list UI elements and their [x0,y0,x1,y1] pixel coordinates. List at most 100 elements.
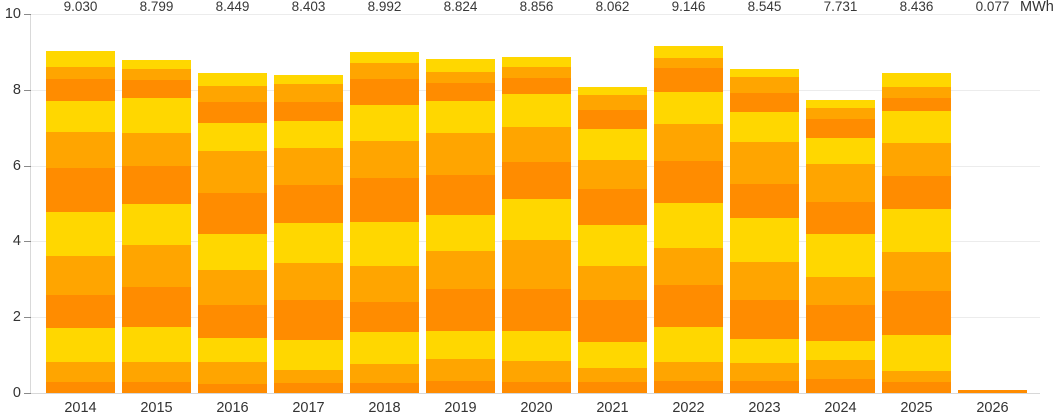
stacked-bar-2024[interactable] [806,99,875,393]
bar-segment[interactable] [46,255,115,296]
bar-segment[interactable] [198,233,267,270]
bar-segment[interactable] [806,107,875,120]
bar-segment[interactable] [502,381,571,393]
bar-segment[interactable] [350,332,419,364]
bar-segment[interactable] [578,265,647,300]
bar-segment[interactable] [350,383,419,393]
bar-segment[interactable] [274,300,343,340]
bar-segment[interactable] [122,132,191,166]
bar-segment[interactable] [882,381,951,393]
bar-segment[interactable] [730,217,799,262]
bar-segment[interactable] [502,330,571,361]
bar-segment[interactable] [806,99,875,108]
bar-segment[interactable] [654,161,723,203]
bar-segment[interactable] [654,57,723,68]
bar-segment[interactable] [350,78,419,105]
bar-segment[interactable] [882,97,951,112]
bar-segment[interactable] [730,77,799,93]
bar-segment[interactable] [426,71,495,84]
stacked-bar-2020[interactable] [502,57,571,393]
bar-segment[interactable] [122,287,191,327]
bar-segment[interactable] [730,142,799,185]
bar-segment[interactable] [426,174,495,216]
bar-segment[interactable] [502,66,571,78]
bar-segment[interactable] [882,251,951,292]
bar-segment[interactable] [46,167,115,213]
stacked-bar-2017[interactable] [274,74,343,393]
bar-segment[interactable] [198,150,267,193]
bar-segment[interactable] [426,359,495,381]
bar-segment[interactable] [274,148,343,185]
bar-segment[interactable] [122,327,191,363]
bar-segment[interactable] [46,50,115,67]
bar-segment[interactable] [274,101,343,122]
bar-segment[interactable] [426,380,495,393]
bar-segment[interactable] [350,265,419,303]
stacked-bar-2018[interactable] [350,52,419,393]
bar-segment[interactable] [730,261,799,301]
bar-segment[interactable] [882,291,951,335]
bar-segment[interactable] [578,87,647,96]
bar-segment[interactable] [198,102,267,123]
bar-segment[interactable] [198,72,267,86]
bar-segment[interactable] [882,176,951,209]
bar-segment[interactable] [806,305,875,342]
bar-segment[interactable] [274,222,343,264]
bar-segment[interactable] [350,52,419,63]
bar-segment[interactable] [578,224,647,266]
bar-segment[interactable] [122,98,191,133]
bar-segment[interactable] [122,244,191,288]
bar-segment[interactable] [502,360,571,382]
bar-segment[interactable] [882,73,951,88]
bar-segment[interactable] [654,202,723,249]
bar-segment[interactable] [730,69,799,78]
bar-segment[interactable] [502,126,571,163]
bar-segment[interactable] [122,69,191,81]
bar-segment[interactable] [730,380,799,393]
bar-segment[interactable] [578,128,647,160]
bar-segment[interactable] [122,381,191,393]
bar-segment[interactable] [654,361,723,381]
bar-segment[interactable] [730,92,799,112]
stacked-bar-2019[interactable] [426,58,495,393]
bar-segment[interactable] [502,57,571,67]
bar-segment[interactable] [274,84,343,102]
bar-segment[interactable] [426,83,495,102]
bar-segment[interactable] [806,201,875,234]
bar-segment[interactable] [578,95,647,110]
bar-segment[interactable] [46,362,115,383]
bar-segment[interactable] [350,141,419,178]
bar-segment[interactable] [502,198,571,241]
stacked-bar-2025[interactable] [882,73,951,393]
bar-segment[interactable] [46,327,115,363]
bar-segment[interactable] [502,240,571,289]
bar-segment[interactable] [274,339,343,370]
bar-segment[interactable] [806,119,875,139]
bar-segment[interactable] [350,104,419,142]
bar-segment[interactable] [122,204,191,245]
stacked-bar-2016[interactable] [198,72,267,393]
bar-segment[interactable] [274,184,343,223]
bar-segment[interactable] [578,299,647,343]
bar-segment[interactable] [730,362,799,381]
bar-segment[interactable] [654,92,723,125]
bar-segment[interactable] [426,288,495,331]
bar-segment[interactable] [730,338,799,363]
bar-segment[interactable] [46,295,115,328]
bar-segment[interactable] [578,342,647,369]
bar-segment[interactable] [46,212,115,256]
stacked-bar-2026[interactable] [958,390,1027,393]
bar-segment[interactable] [198,192,267,234]
bar-segment[interactable] [274,74,343,85]
bar-segment[interactable] [654,380,723,393]
bar-segment[interactable] [198,86,267,103]
bar-segment[interactable] [46,79,115,102]
bar-segment[interactable] [578,109,647,129]
bar-segment[interactable] [46,382,115,393]
bar-segment[interactable] [502,162,571,199]
bar-segment[interactable] [806,163,875,202]
bar-segment[interactable] [350,62,419,79]
bar-segment[interactable] [654,124,723,161]
bar-segment[interactable] [578,381,647,393]
bar-segment[interactable] [198,362,267,385]
